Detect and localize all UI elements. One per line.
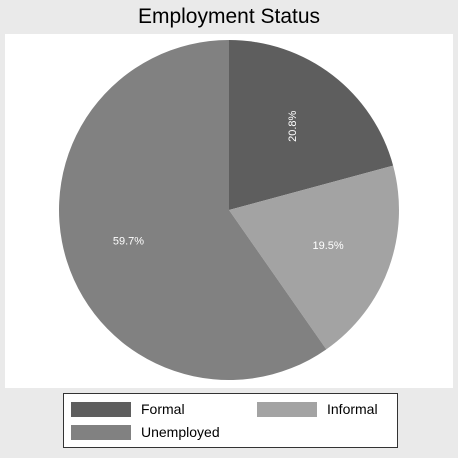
chart-title: Employment Status bbox=[137, 5, 321, 28]
pie-label-formal: 20.8% bbox=[287, 111, 299, 142]
legend: Formal Informal Unemployed bbox=[63, 393, 398, 448]
pie-label-informal: 19.5% bbox=[312, 240, 343, 252]
pie-slice-informal bbox=[229, 165, 400, 350]
pie-label-unemployed: 59.7% bbox=[113, 236, 144, 248]
pie-chart: 20.8% 19.5% 59.7% bbox=[58, 40, 400, 380]
legend-swatch-informal bbox=[257, 402, 317, 417]
plot-region: 20.8% 19.5% 59.7% bbox=[5, 34, 453, 388]
legend-label-informal: Informal bbox=[327, 401, 378, 417]
legend-swatch-formal bbox=[71, 402, 131, 417]
pie-slice-unemployed bbox=[58, 40, 327, 380]
legend-label-unemployed: Unemployed bbox=[141, 424, 220, 440]
legend-label-formal: Formal bbox=[141, 401, 185, 417]
pie-slice-formal bbox=[229, 40, 394, 210]
legend-swatch-unemployed bbox=[71, 425, 131, 440]
